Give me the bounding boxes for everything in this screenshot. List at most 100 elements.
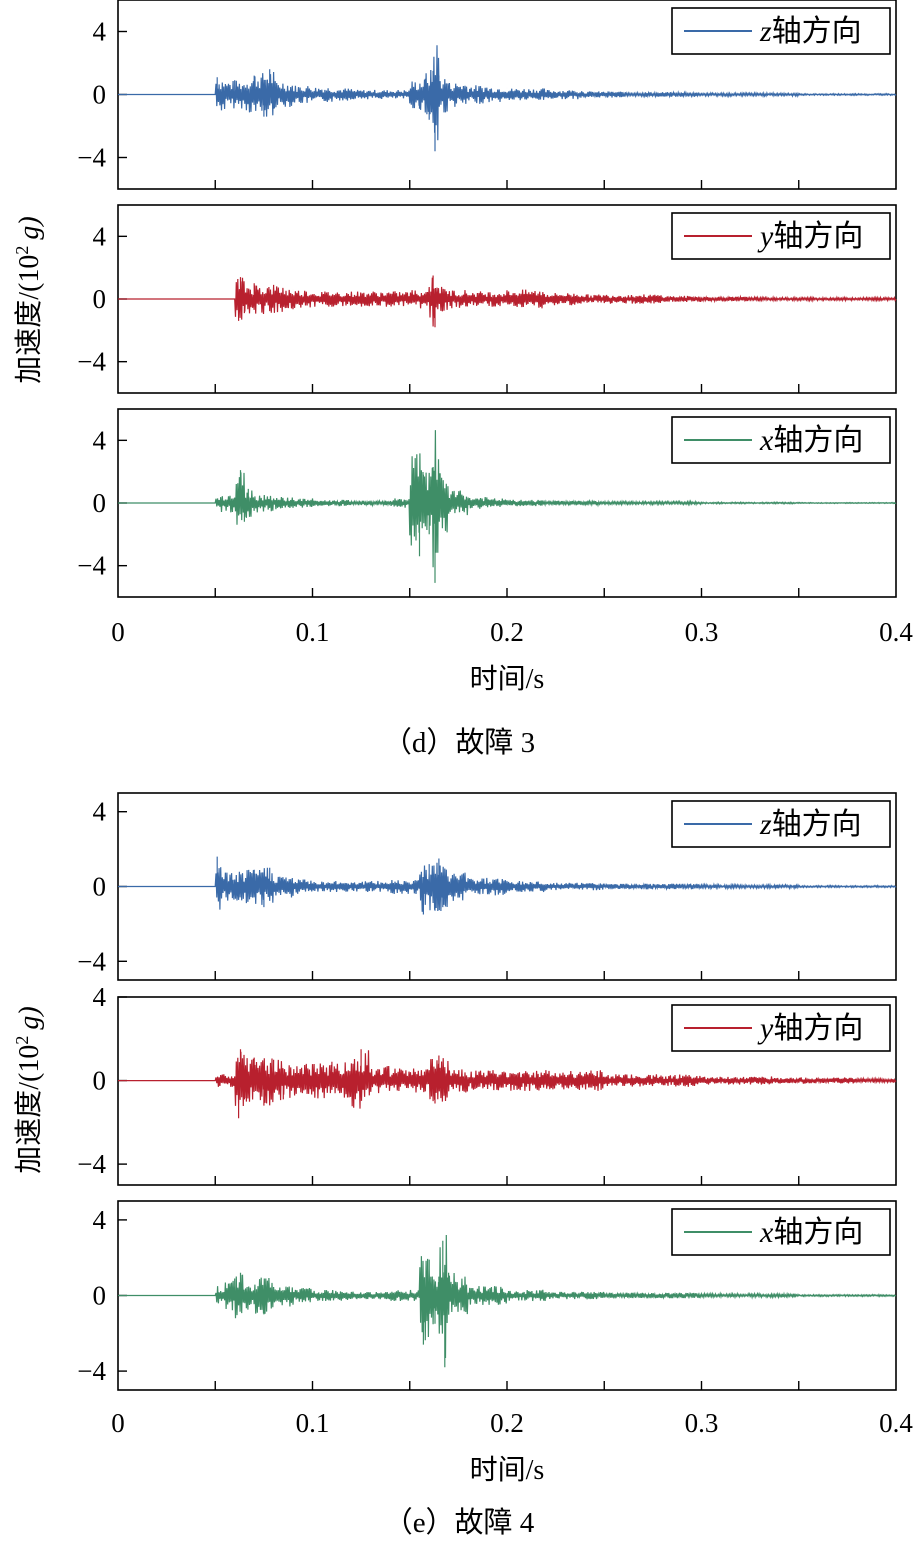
data-point bbox=[603, 883, 605, 885]
data-point bbox=[117, 94, 119, 96]
x-tick-label: 0.2 bbox=[490, 1408, 524, 1438]
data-point bbox=[238, 1117, 240, 1119]
data-point bbox=[253, 869, 255, 871]
data-point bbox=[434, 910, 436, 912]
data-point bbox=[263, 1314, 265, 1316]
legend: x轴方向 bbox=[671, 1208, 891, 1256]
data-point bbox=[895, 1080, 897, 1082]
data-point bbox=[244, 106, 246, 108]
data-point bbox=[263, 1105, 265, 1107]
data-point bbox=[623, 91, 625, 93]
data-point bbox=[623, 294, 625, 296]
y-tick-label: −4 bbox=[77, 946, 106, 976]
data-point bbox=[117, 502, 119, 504]
y-tick-label: 4 bbox=[93, 17, 107, 47]
data-point bbox=[506, 1088, 508, 1090]
legend-label: x轴方向 bbox=[759, 424, 863, 457]
data-point bbox=[545, 889, 547, 891]
legend-axis-letter: y bbox=[757, 220, 774, 253]
data-point bbox=[434, 1323, 436, 1325]
x-tick-label: 0 bbox=[111, 617, 125, 647]
legend-axis-letter: x bbox=[759, 1216, 774, 1249]
data-point bbox=[438, 858, 440, 860]
y-axis-label-sup: 2 bbox=[12, 1036, 32, 1045]
data-point bbox=[390, 1067, 392, 1069]
data-point bbox=[351, 1298, 353, 1300]
x-tick-label: 0.1 bbox=[296, 1408, 330, 1438]
legend-label: z轴方向 bbox=[759, 15, 862, 48]
data-point bbox=[312, 306, 314, 308]
data-point bbox=[283, 1099, 285, 1101]
legend-axis-text: 轴方向 bbox=[772, 808, 862, 841]
data-point bbox=[214, 1295, 216, 1297]
data-point bbox=[292, 507, 294, 509]
legend-axis-letter: z bbox=[759, 808, 772, 841]
y-tick-label: 0 bbox=[93, 1066, 107, 1096]
data-point bbox=[779, 1077, 781, 1079]
y-tick-label: 0 bbox=[93, 284, 107, 314]
data-point bbox=[390, 889, 392, 891]
data-point bbox=[895, 502, 897, 504]
data-point bbox=[798, 93, 800, 95]
data-point bbox=[448, 1272, 450, 1274]
data-point bbox=[273, 897, 275, 899]
data-point bbox=[438, 472, 440, 474]
y-axis-label: 加速度/(102 g) bbox=[12, 216, 45, 383]
legend-axis-text: 轴方向 bbox=[772, 15, 862, 48]
data-point bbox=[292, 878, 294, 880]
data-point bbox=[425, 78, 427, 80]
data-point bbox=[603, 1086, 605, 1088]
legend: z轴方向 bbox=[671, 7, 891, 55]
data-point bbox=[263, 311, 265, 313]
data-point bbox=[432, 275, 434, 277]
data-point bbox=[216, 1287, 218, 1289]
data-point bbox=[292, 289, 294, 291]
data-point bbox=[895, 94, 897, 96]
data-point bbox=[545, 292, 547, 294]
x-tick-label: 0.3 bbox=[685, 1408, 719, 1438]
panel-z-axis: 4 0 −4 z轴方向 bbox=[77, 0, 897, 190]
data-point bbox=[214, 94, 216, 96]
panel-y-axis: 4 0 −4 y轴方向 bbox=[77, 982, 897, 1186]
data-point bbox=[244, 1099, 246, 1101]
data-point bbox=[701, 296, 703, 298]
signal-line-x bbox=[118, 1234, 897, 1368]
data-point bbox=[331, 1061, 333, 1063]
legend-axis-text: 轴方向 bbox=[773, 424, 863, 457]
data-point bbox=[390, 501, 392, 503]
data-point bbox=[234, 1084, 236, 1086]
y-tick-label: 4 bbox=[93, 425, 107, 455]
data-point bbox=[423, 1344, 425, 1346]
data-point bbox=[423, 474, 425, 476]
data-point bbox=[701, 1297, 703, 1299]
data-point bbox=[428, 1259, 430, 1261]
y-axis-label-tail: g) bbox=[14, 216, 45, 239]
data-point bbox=[438, 1276, 440, 1278]
data-point bbox=[409, 290, 411, 292]
data-point bbox=[442, 1240, 444, 1242]
x-tick-label: 0 bbox=[111, 1408, 125, 1438]
data-point bbox=[224, 1304, 226, 1306]
data-point bbox=[506, 1289, 508, 1291]
data-point bbox=[312, 1289, 314, 1291]
y-tick-label: 0 bbox=[93, 80, 107, 110]
y-axis-label-sup: 2 bbox=[12, 246, 32, 255]
data-point bbox=[526, 308, 528, 310]
legend-axis-text: 轴方向 bbox=[773, 220, 863, 253]
data-point bbox=[545, 98, 547, 100]
y-tick-label: −4 bbox=[77, 143, 106, 173]
data-point bbox=[448, 308, 450, 310]
y-axis-label-base: 加速度/(10 bbox=[13, 1045, 45, 1174]
data-point bbox=[244, 1310, 246, 1312]
data-point bbox=[409, 1090, 411, 1092]
signal-line-x bbox=[118, 430, 897, 583]
data-point bbox=[244, 312, 246, 314]
legend-axis-text: 轴方向 bbox=[773, 1012, 863, 1045]
data-point bbox=[292, 1063, 294, 1065]
panel-y-axis: 4 0 −4 y轴方向 bbox=[77, 204, 897, 394]
data-point bbox=[117, 886, 119, 888]
y-tick-label: 0 bbox=[93, 488, 107, 518]
data-point bbox=[428, 119, 430, 121]
